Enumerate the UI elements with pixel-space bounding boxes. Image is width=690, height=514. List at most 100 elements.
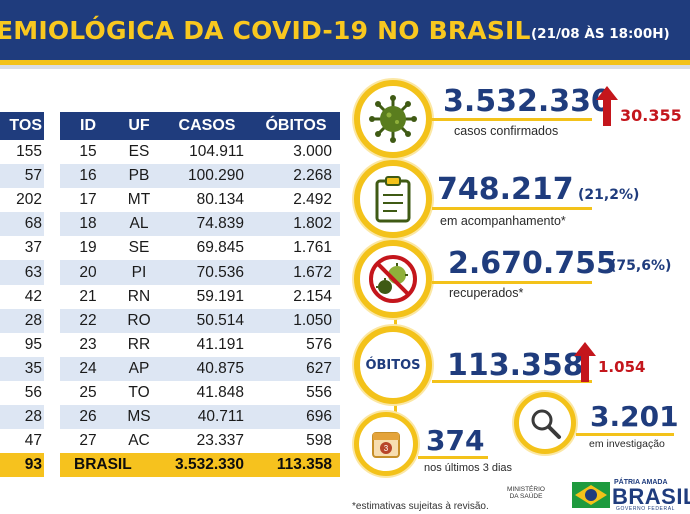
confirmed-value: 3.532.330 xyxy=(443,84,612,119)
cell-obitos: 2.492 xyxy=(252,188,340,213)
cell-obitos: 2.268 xyxy=(252,164,340,189)
table-row: 24 AP 40.875 627 xyxy=(60,356,340,381)
virus-icon xyxy=(369,95,417,143)
recovered-circle xyxy=(354,240,432,318)
partial-cell: 37 xyxy=(0,236,44,261)
last3days-circle: 3 xyxy=(354,412,418,476)
cell-id: 20 xyxy=(60,260,116,285)
monitoring-value: 748.217 xyxy=(437,172,574,207)
cell-casos: 41.191 xyxy=(162,332,252,357)
cell-id: 23 xyxy=(60,332,116,357)
cell-casos: 23.337 xyxy=(162,429,252,454)
investigation-value: 3.201 xyxy=(590,400,679,433)
last3days-label: nos últimos 3 dias xyxy=(424,462,513,474)
monitoring-underline xyxy=(432,207,592,210)
ministerio-label: MINISTÉRIO DA SAÚDE xyxy=(507,486,545,500)
cell-casos: 100.290 xyxy=(162,164,252,189)
column-header-id: ID xyxy=(60,112,116,140)
cell-obitos: 3.000 xyxy=(252,140,340,165)
total-row: BRASIL 3.532.330 113.358 xyxy=(60,453,340,478)
column-header-obitos: ÓBITOS xyxy=(252,112,340,140)
cell-obitos: 1.802 xyxy=(252,212,340,237)
cell-id: 18 xyxy=(60,212,116,237)
deaths-value: 113.358 xyxy=(447,348,584,383)
monitoring-label: em acompanhamento* xyxy=(440,214,566,228)
column-header-uf: UF xyxy=(116,112,162,140)
confirmed-label: casos confirmados xyxy=(454,124,559,138)
partial-cell: 63 xyxy=(0,260,44,285)
confirmed-delta: 30.355 xyxy=(620,106,682,125)
table-row: 19 SE 69.845 1.761 xyxy=(60,236,340,261)
partial-cell: 42 xyxy=(0,284,44,309)
cell-casos: 50.514 xyxy=(162,308,252,333)
cell-uf: TO xyxy=(116,380,162,406)
cell-obitos: 1.050 xyxy=(252,308,340,333)
cell-casos: 41.848 xyxy=(162,380,252,406)
table-row: 18 AL 74.839 1.802 xyxy=(60,212,340,237)
cell-uf: MS xyxy=(116,405,162,430)
patria-amada-label: PÁTRIA AMADA xyxy=(614,479,668,486)
partial-total-cell: 93 xyxy=(0,453,44,478)
cell-uf: RO xyxy=(116,308,162,333)
deaths-badge: ÓBITOS xyxy=(365,357,421,373)
recovered-value: 2.670.755 xyxy=(448,246,617,281)
monitoring-pct: (21,2%) xyxy=(578,187,640,203)
cell-id: 24 xyxy=(60,356,116,381)
partial-cell: 202 xyxy=(0,188,44,213)
cell-id: 26 xyxy=(60,405,116,430)
total-casos: 3.532.330 xyxy=(162,453,252,478)
cell-obitos: 627 xyxy=(252,356,340,381)
no-virus-icon xyxy=(369,255,417,303)
cell-uf: MT xyxy=(116,188,162,213)
confirmed-circle xyxy=(354,80,432,158)
cell-obitos: 598 xyxy=(252,429,340,454)
deaths-circle: ÓBITOS xyxy=(354,326,432,404)
table-row: 23 RR 41.191 576 xyxy=(60,332,340,357)
page-title: EMIOLÓGICA DA COVID-19 NO BRASIL xyxy=(0,16,531,45)
header-stripe-shadow xyxy=(0,65,690,69)
investigation-label: em investigação xyxy=(589,438,665,450)
cell-casos: 80.134 xyxy=(162,188,252,213)
governo-federal-label: GOVERNO FEDERAL xyxy=(616,506,676,512)
partial-cell: 35 xyxy=(0,356,44,381)
clipboard-icon xyxy=(375,176,411,223)
table-row: 27 AC 23.337 598 xyxy=(60,429,340,454)
cell-obitos: 556 xyxy=(252,380,340,406)
brasil-flag-logo xyxy=(572,482,610,508)
cell-casos: 59.191 xyxy=(162,284,252,309)
header-stripe xyxy=(0,60,690,65)
column-header-casos: CASOS xyxy=(162,112,252,140)
recovered-underline xyxy=(432,281,592,284)
cell-id: 27 xyxy=(60,429,116,454)
partial-table-left: TOS 155 57 202 68 37 63 42 28 95 35 56 2… xyxy=(0,112,44,478)
cell-obitos: 696 xyxy=(252,405,340,430)
report-date: (21/08 ÀS 18:00H) xyxy=(531,26,670,42)
cell-casos: 104.911 xyxy=(162,140,252,165)
arrow-up-icon xyxy=(596,86,618,126)
recovered-pct: (75,6%) xyxy=(610,258,672,274)
deaths-delta: 1.054 xyxy=(598,358,646,376)
cell-id: 16 xyxy=(60,164,116,189)
investigation-underline xyxy=(576,433,674,436)
total-obitos: 113.358 xyxy=(252,453,340,478)
cell-obitos: 2.154 xyxy=(252,284,340,309)
calendar-icon: 3 xyxy=(372,432,400,458)
cell-obitos: 1.761 xyxy=(252,236,340,261)
cell-uf: ES xyxy=(116,140,162,165)
investigation-circle xyxy=(514,392,576,454)
cell-id: 19 xyxy=(60,236,116,261)
table-row: 20 PI 70.536 1.672 xyxy=(60,260,340,285)
cell-uf: RR xyxy=(116,332,162,357)
table-row: 16 PB 100.290 2.268 xyxy=(60,164,340,189)
partial-cell: 28 xyxy=(0,308,44,333)
partial-cell: 28 xyxy=(0,405,44,430)
cell-obitos: 1.672 xyxy=(252,260,340,285)
cell-uf: PI xyxy=(116,260,162,285)
partial-cell: 68 xyxy=(0,212,44,237)
table-row: 17 MT 80.134 2.492 xyxy=(60,188,340,213)
cell-id: 15 xyxy=(60,140,116,165)
cell-uf: AC xyxy=(116,429,162,454)
table-row: 15 ES 104.911 3.000 xyxy=(60,140,340,165)
cell-uf: AP xyxy=(116,356,162,381)
cell-casos: 69.845 xyxy=(162,236,252,261)
